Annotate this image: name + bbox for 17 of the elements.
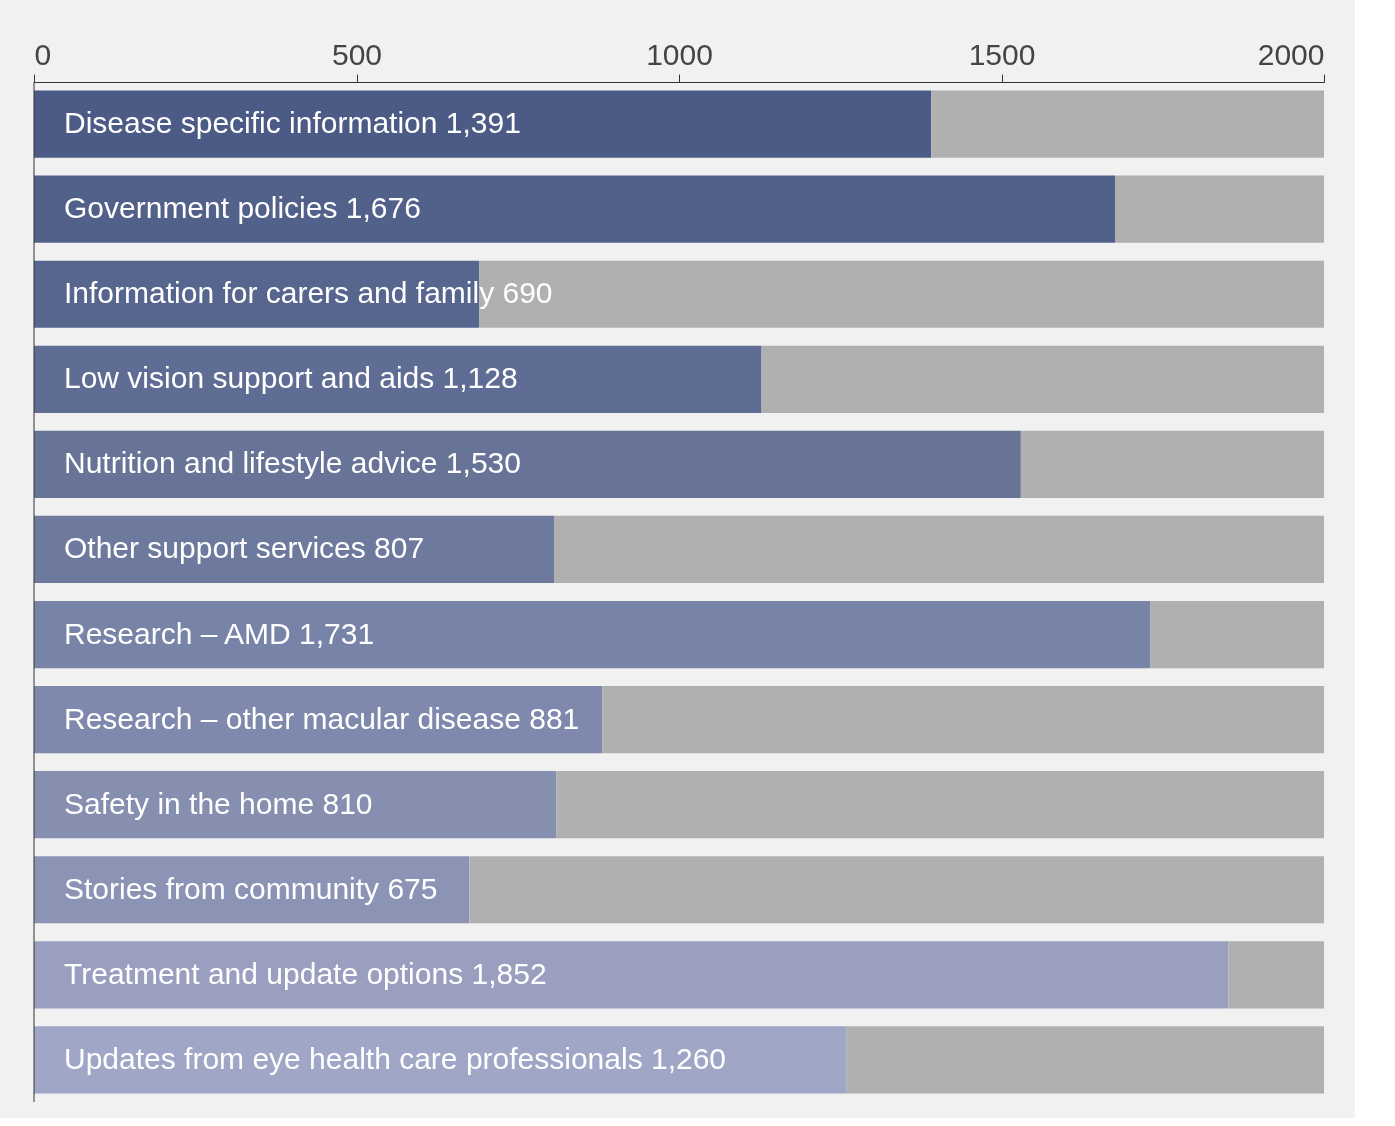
category-label: Stories from community 675	[64, 871, 438, 905]
category-label: Research – other macular disease 881	[64, 701, 580, 735]
x-tick-label: 1500	[968, 37, 1036, 71]
category-label: Safety in the home 810	[64, 786, 373, 820]
category-label: Low vision support and aids 1,128	[64, 361, 518, 395]
category-label: Government policies 1,676	[64, 191, 421, 225]
x-tick-label: 500	[331, 37, 383, 71]
x-tick-label: 1000	[646, 37, 713, 71]
x-tick-label: 0	[34, 37, 52, 71]
category-label: Other support services 807	[64, 531, 425, 565]
category-label: Updates from eye health care professionals 1,260	[64, 1041, 727, 1075]
category-label: Research – AMD 1,731	[64, 616, 375, 650]
category-label: Disease specific information 1,391	[64, 106, 521, 140]
category-label: Treatment and update options 1,852	[64, 956, 547, 990]
x-tick-label: 2000	[1257, 37, 1325, 71]
category-label: Information for carers and family 690	[64, 276, 553, 310]
category-label: Nutrition and lifestyle advice 1,530	[64, 446, 521, 480]
